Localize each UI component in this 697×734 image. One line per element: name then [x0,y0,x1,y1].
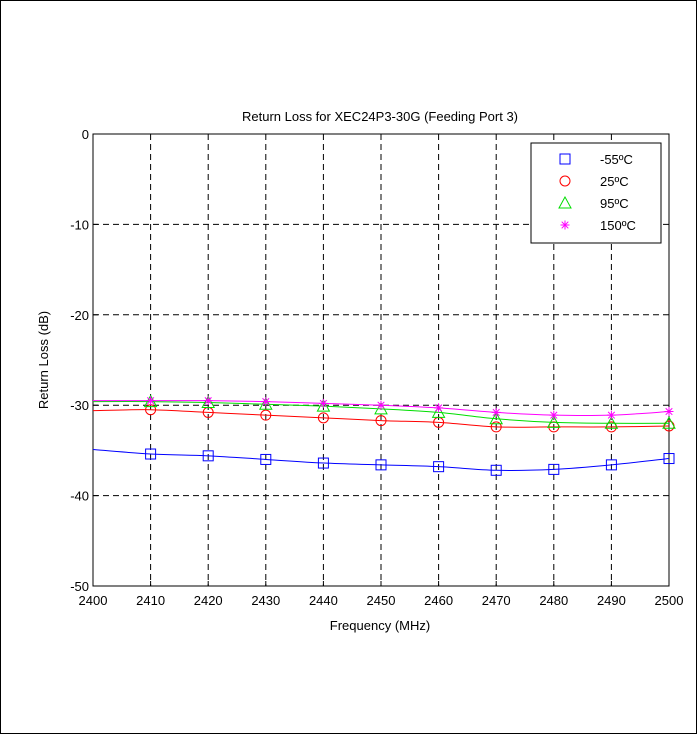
data-point [203,396,213,406]
data-point [433,461,445,473]
data-point [261,397,271,407]
x-tick-label: 2490 [597,593,626,608]
data-point [664,407,674,417]
legend-marker [560,220,570,230]
y-axis-label: Return Loss (dB) [36,311,51,409]
data-point [490,464,502,476]
data-point [663,453,675,465]
y-tick-label: -10 [70,217,89,232]
data-point [490,421,502,433]
data-point [145,448,157,460]
series-line [92,409,670,428]
y-tick-label: -30 [70,398,89,413]
x-tick-label: 2450 [367,593,396,608]
x-tick-label: 2400 [79,593,108,608]
series-line [92,448,670,471]
data-point [491,407,501,417]
y-tick-label: -20 [70,308,89,323]
x-tick-label: 2430 [251,593,280,608]
legend-marker [559,153,571,165]
x-tick-label: 2500 [655,593,684,608]
data-point [260,409,272,421]
x-tick-label: 2480 [539,593,568,608]
y-tick-label: -50 [70,579,89,594]
legend-label: 150ºC [600,218,636,233]
chart-title: Return Loss for XEC24P3-30G (Feeding Por… [242,109,518,124]
data-point [202,450,214,462]
x-axis-label: Frequency (MHz) [330,618,430,633]
y-tick-label: 0 [82,127,89,142]
x-tick-label: 2470 [482,593,511,608]
series-layer [92,394,676,476]
legend-box [530,142,662,244]
data-point [318,398,328,408]
data-point [546,415,561,428]
data-point [258,397,273,410]
legend-label: -55ºC [600,152,633,167]
plot-area-border [92,133,670,587]
data-point [606,410,616,420]
data-point [376,400,386,410]
legend-label: 95ºC [600,196,629,211]
data-point [201,395,216,408]
data-point [605,459,617,471]
data-point [146,396,156,406]
data-point [260,453,272,465]
data-point [434,403,444,413]
x-tick-label: 2440 [309,593,338,608]
legend: -55ºC 25ºC 95ºC 150ºC [530,142,662,244]
x-tick-label: 2410 [136,593,165,608]
series-4 [93,396,674,420]
data-point [549,410,559,420]
data-point [375,415,387,427]
data-point [548,463,560,475]
data-point [489,411,504,425]
y-tick-label: -40 [70,489,89,504]
legend-marker [558,195,572,209]
data-point [604,416,619,429]
data-point [431,405,446,418]
x-tick-label: 2460 [424,593,453,608]
data-point [317,412,329,424]
data-point [662,416,676,429]
axes: 2400 2410 2420 2430 2440 2450 2460 2470 2480 2490… [70,127,683,608]
series-1 [92,448,675,476]
x-tick-label: 2420 [194,593,223,608]
data-point [375,459,387,471]
data-point [316,399,331,412]
data-point [317,457,329,469]
legend-label: 25ºC [600,174,629,189]
legend-marker [559,175,571,187]
